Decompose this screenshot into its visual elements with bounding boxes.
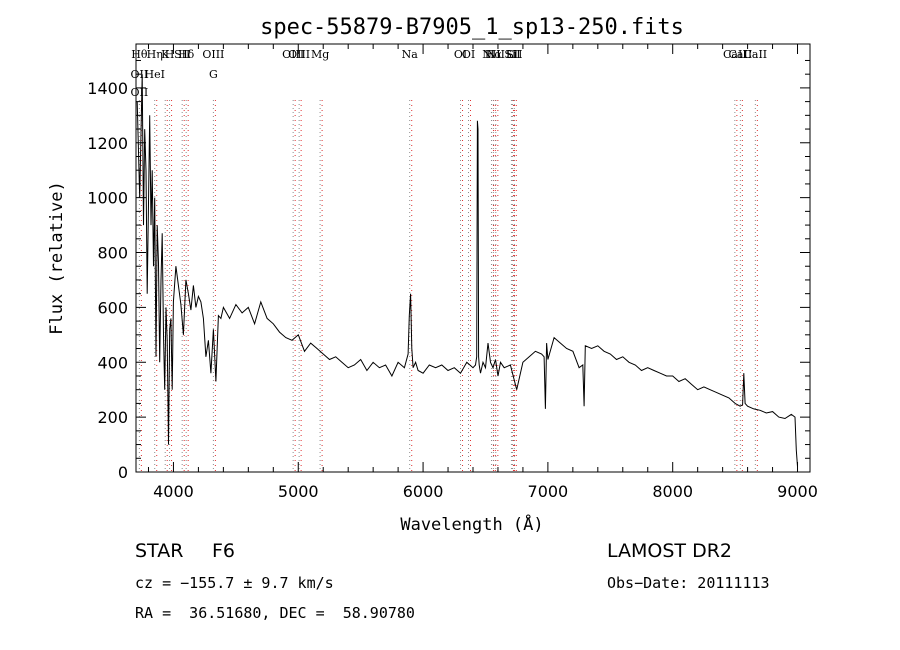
y-tick-label: 600 <box>97 298 128 317</box>
x-tick-label: 4000 <box>153 482 194 501</box>
y-tick-label: 1400 <box>87 79 128 98</box>
series-line <box>136 74 798 467</box>
x-tick-label: 7000 <box>528 482 569 501</box>
line-label: HeI <box>144 68 164 81</box>
line-label: CaII <box>743 48 767 61</box>
x-axis: 4000 5000 6000 7000 8000 9000 <box>147 44 818 501</box>
line-label: Hη <box>147 48 163 61</box>
y-tick-label: 0 <box>118 463 128 482</box>
line-label: OI <box>462 48 475 61</box>
y-tick-label: 800 <box>97 244 128 263</box>
line-label: Hθ <box>131 48 148 61</box>
y-axis: 0 200 400 600 800 1000 1200 1400 <box>87 59 810 482</box>
line-label: OI <box>454 48 467 61</box>
line-label: H <box>165 48 175 61</box>
line-label: NII <box>482 48 500 61</box>
spectral-line-markers <box>138 100 758 472</box>
line-label: K <box>161 48 170 61</box>
survey-name: LAMOST DR2 <box>607 540 732 562</box>
line-label: Li <box>506 48 517 61</box>
observation-date: Obs−Date: 20111113 <box>607 574 770 592</box>
line-label: OII <box>131 86 149 99</box>
line-label: SII <box>504 48 520 61</box>
x-axis-label: Wavelength (Å) <box>400 513 543 535</box>
line-label: OIII <box>288 48 310 61</box>
chart-title: spec-55879-B7905_1_sp13-250.fits <box>260 15 684 40</box>
line-label: OIII <box>202 48 224 61</box>
line-label: Hδ <box>178 48 195 61</box>
object-subclass: F6 <box>212 540 236 562</box>
line-label: SII <box>506 48 522 61</box>
x-tick-label: 5000 <box>278 482 319 501</box>
line-label: Mg <box>311 48 329 61</box>
y-tick-label: 1200 <box>87 134 128 153</box>
line-label: CaII <box>729 48 753 61</box>
line-label: Na <box>402 48 419 61</box>
plot-frame <box>135 43 811 473</box>
x-tick-label: 8000 <box>652 482 693 501</box>
x-tick-label: 9000 <box>777 482 818 501</box>
coordinates-readout: RA = 36.51680, DEC = 58.90780 <box>135 604 415 622</box>
y-axis-label: Flux (relative) <box>47 181 67 335</box>
object-class: STAR <box>135 540 184 562</box>
line-label: Hα <box>485 48 503 61</box>
line-label: G <box>209 68 218 81</box>
y-tick-label: 1000 <box>87 189 128 208</box>
y-tick-label: 400 <box>97 353 128 372</box>
y-tick-label: 200 <box>97 408 128 427</box>
line-label: CaII <box>723 48 747 61</box>
line-label: SII <box>174 48 190 61</box>
x-tick-label: 6000 <box>403 482 444 501</box>
line-label: NII <box>487 48 505 61</box>
redshift-readout: cz = −155.7 ± 9.7 km/s <box>135 574 334 592</box>
